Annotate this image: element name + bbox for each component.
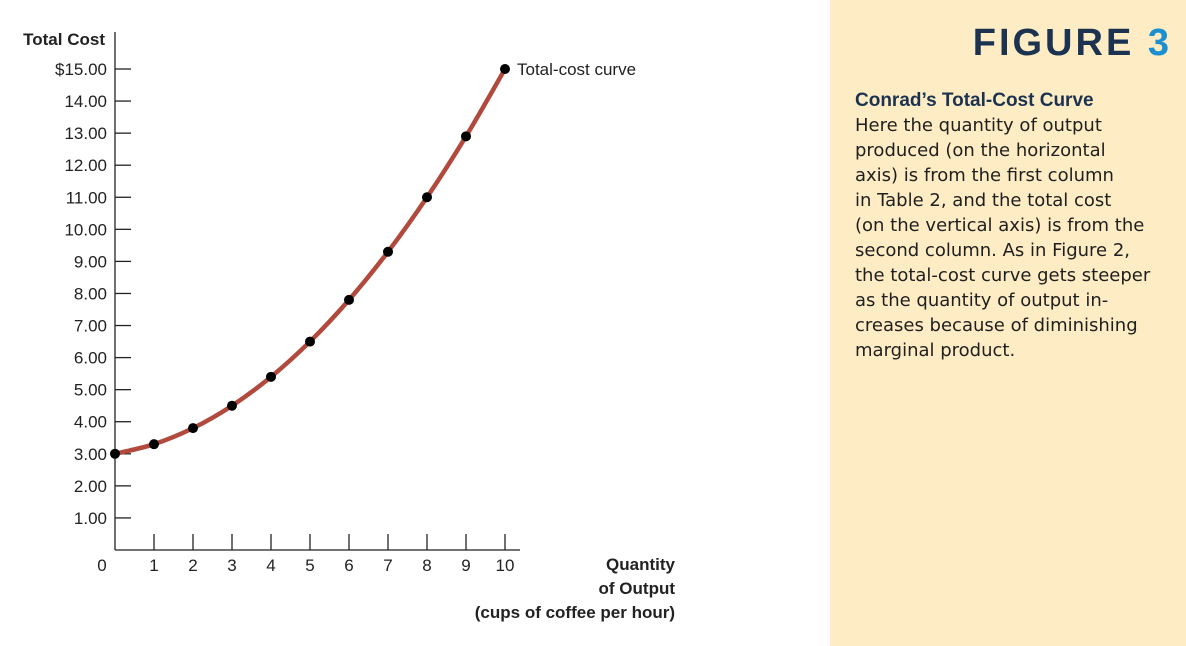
- y-tick-label: 1.00: [74, 509, 107, 528]
- x-tick-label: 1: [149, 556, 158, 575]
- x-tick-label: 7: [383, 556, 392, 575]
- y-tick-label: 10.00: [64, 220, 107, 239]
- x-tick-label: 6: [344, 556, 353, 575]
- y-tick-label: $15.00: [55, 60, 107, 79]
- caption-line: second column. As in Figure 2,: [855, 240, 1131, 261]
- data-point: [422, 192, 432, 203]
- caption-line: axis) is from the first column: [855, 165, 1114, 186]
- y-tick-label: 11.00: [66, 188, 107, 207]
- caption-body: Here the quantity of output produced (on…: [855, 113, 1180, 363]
- data-point: [305, 336, 315, 347]
- data-point: [227, 400, 237, 411]
- caption-line: the total-cost curve gets steeper: [855, 265, 1151, 286]
- data-point: [149, 439, 159, 450]
- x-tick-label: 4: [266, 556, 275, 575]
- y-tick-label: 13.00: [64, 124, 107, 143]
- caption-line: in Table 2, and the total cost: [855, 190, 1112, 211]
- y-tick-label: 9.00: [74, 252, 107, 271]
- total-cost-curve-line: [112, 66, 508, 457]
- x-axis-title-line: (cups of coffee per hour): [475, 603, 675, 622]
- y-tick-label: 12.00: [64, 156, 107, 175]
- data-point: [461, 131, 471, 142]
- y-tick-label: 7.00: [74, 317, 107, 336]
- y-tick-label: 6.00: [74, 349, 107, 368]
- x-axis-title-line: of Output: [599, 579, 676, 598]
- x-tick-label: 3: [227, 556, 236, 575]
- x-tick-label: 2: [188, 556, 197, 575]
- data-point: [110, 448, 120, 459]
- y-tick-label: 8.00: [74, 284, 107, 303]
- x-tick-label: 8: [422, 556, 431, 575]
- caption-line: creases because of diminishing: [855, 315, 1138, 336]
- caption-line: (on the vertical axis) is from the: [855, 215, 1145, 236]
- y-tick-label: 2.00: [74, 477, 107, 496]
- y-axis-title: Total Cost: [23, 30, 105, 49]
- caption-title: Conrad’s Total-Cost Curve: [855, 90, 1094, 111]
- x-tick-label: 5: [305, 556, 314, 575]
- caption-line: Here the quantity of output: [855, 115, 1102, 136]
- x-axis-title-line: Quantity: [606, 555, 675, 574]
- figure-label-word: FIGURE: [972, 22, 1135, 64]
- data-point: [383, 246, 393, 257]
- total-cost-chart: 1.00 2.00 3.00 4.00 5.00 6.00 7.00 8.00 9.00 10.0…: [23, 30, 676, 622]
- data-point: [188, 423, 198, 434]
- y-tick-label: 4.00: [74, 413, 107, 432]
- data-point: [266, 371, 276, 382]
- plot-panel: [0, 0, 830, 646]
- curve-label: Total-cost curve: [517, 60, 636, 79]
- caption-line: produced (on the horizontal: [855, 140, 1106, 161]
- x-tick-label: 0: [97, 556, 106, 575]
- caption-line: marginal product.: [855, 340, 1016, 361]
- x-tick-label: 9: [461, 556, 470, 575]
- figure-label-number: 3: [1147, 22, 1172, 64]
- y-tick-label: 3.00: [74, 445, 107, 464]
- figure-caption: Conrad’s Total-Cost Curve Here the quant…: [855, 88, 1180, 363]
- x-tick-label: 10: [496, 556, 515, 575]
- data-point: [500, 64, 510, 74]
- data-point: [344, 294, 354, 305]
- caption-line: as the quantity of output in-: [855, 290, 1109, 311]
- y-tick-label: 14.00: [64, 92, 107, 111]
- figure-label: FIGURE 3: [973, 22, 1172, 65]
- y-tick-label: 5.00: [74, 381, 107, 400]
